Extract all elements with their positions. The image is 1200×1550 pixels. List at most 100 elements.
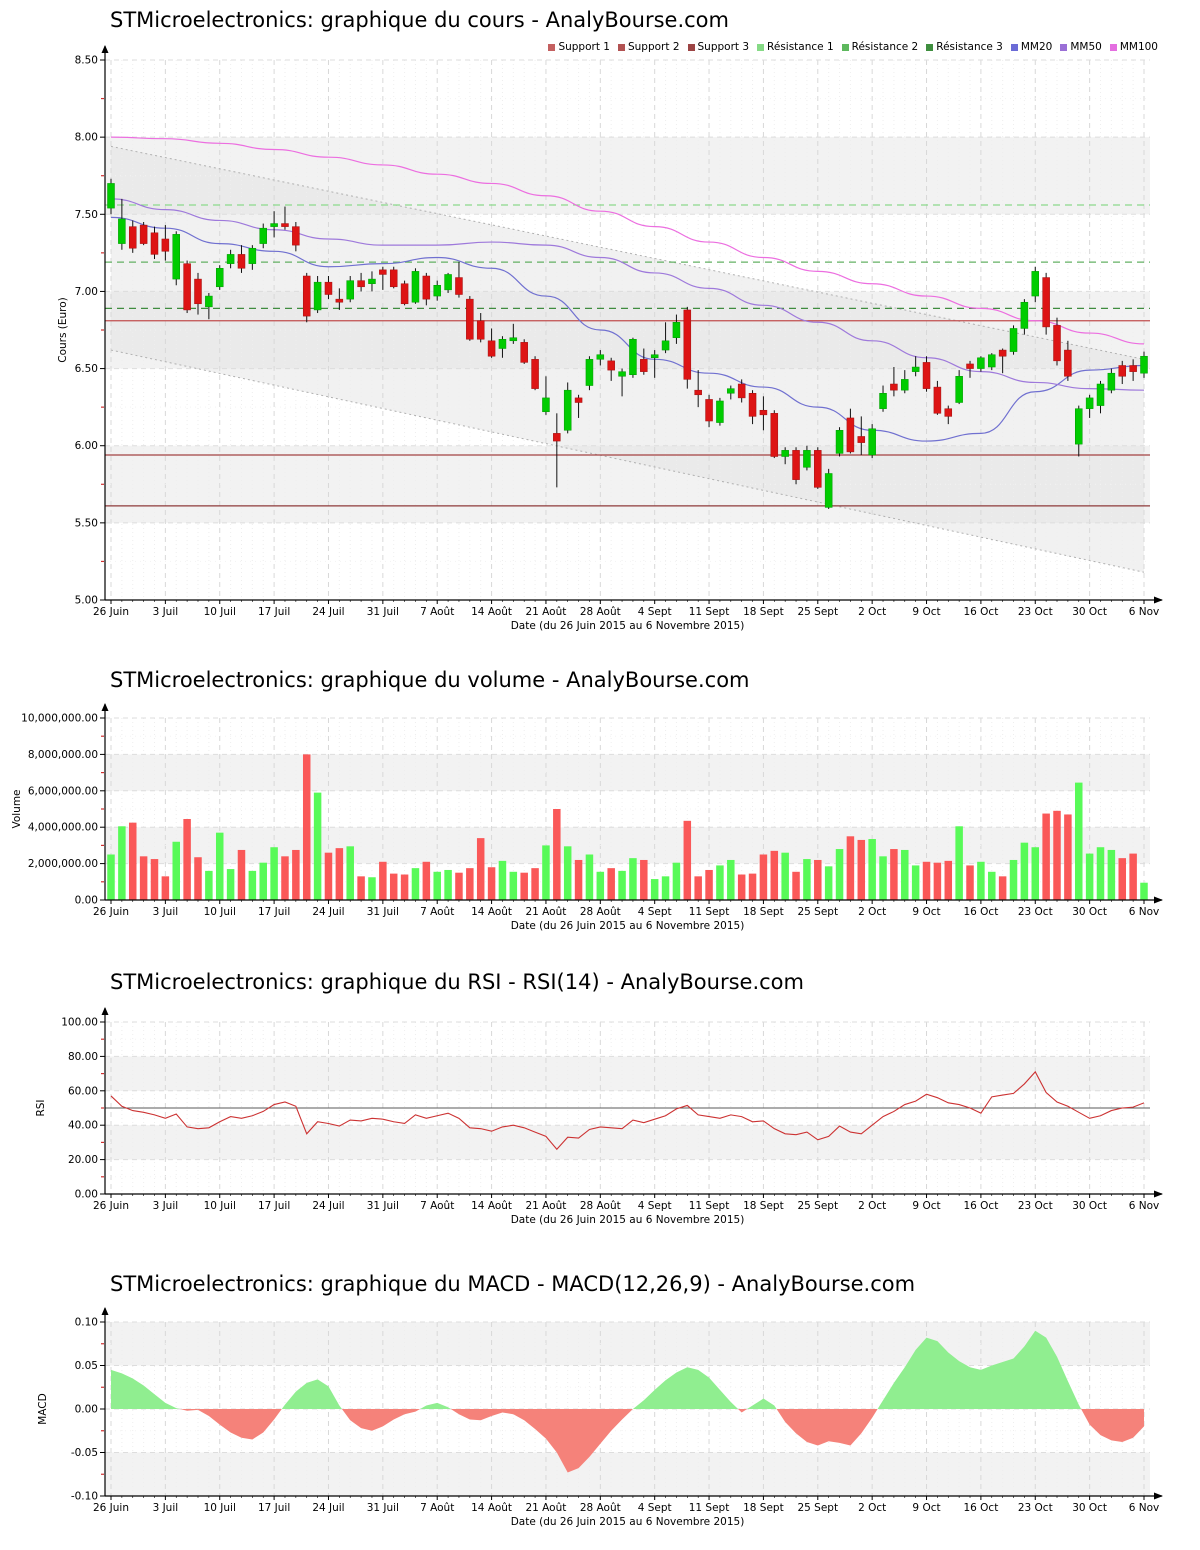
volume-bar bbox=[379, 861, 387, 900]
candle-body bbox=[400, 283, 409, 305]
plot-band bbox=[105, 1056, 1150, 1091]
candle-body bbox=[433, 285, 441, 297]
legend-label: MM100 bbox=[1119, 41, 1158, 53]
x-tick-label: 16 Oct bbox=[963, 606, 998, 618]
candle-body bbox=[1118, 365, 1127, 377]
x-tick-label: 23 Oct bbox=[1018, 906, 1053, 918]
candle-body bbox=[618, 371, 626, 377]
volume-bar bbox=[194, 857, 202, 900]
candle-body bbox=[118, 218, 126, 244]
y-tick-label: 5.00 bbox=[75, 595, 98, 607]
x-tick-label: 11 Sept bbox=[689, 606, 730, 618]
y-tick-label: -0.05 bbox=[71, 1447, 98, 1459]
candle-body bbox=[781, 450, 789, 457]
volume-bar bbox=[966, 865, 974, 900]
candle-body bbox=[955, 376, 963, 403]
volume-bar bbox=[531, 868, 539, 900]
candle-body bbox=[346, 280, 354, 300]
volume-bar bbox=[389, 873, 398, 900]
x-tick-label: 25 Sept bbox=[797, 1200, 838, 1212]
volume-bar bbox=[1064, 814, 1072, 900]
candle-body bbox=[215, 268, 224, 288]
x-axis-title: Date (du 26 Juin 2015 au 6 Novembre 2015… bbox=[511, 1516, 745, 1528]
y-axis-label: Cours (Euro) bbox=[57, 297, 69, 363]
candle-body bbox=[455, 277, 463, 295]
y-tick-label: 0.10 bbox=[75, 1317, 98, 1329]
x-axis-arrow-icon bbox=[1154, 1190, 1163, 1198]
volume-bar bbox=[118, 826, 126, 900]
volume-bar bbox=[944, 860, 953, 900]
x-tick-label: 3 Juil bbox=[153, 906, 179, 918]
volume-bar bbox=[335, 848, 344, 900]
volume-bar bbox=[879, 856, 887, 900]
volume-bar bbox=[694, 876, 702, 900]
ma-line-mm100 bbox=[110, 136, 1145, 345]
volume-bar bbox=[139, 856, 148, 900]
candle-body bbox=[1129, 365, 1137, 372]
candle-body bbox=[607, 360, 615, 371]
x-tick-label: 11 Sept bbox=[689, 1200, 730, 1212]
macd-area-negative bbox=[111, 1409, 1144, 1473]
volume-bar bbox=[553, 809, 561, 900]
y-tick-label: 0.00 bbox=[75, 895, 98, 907]
x-tick-label: 3 Juil bbox=[153, 1502, 179, 1514]
volume-bar bbox=[629, 858, 637, 900]
y-tick-label: 60.00 bbox=[68, 1085, 98, 1097]
y-tick-label: 2,000,000.00 bbox=[28, 858, 98, 870]
volume-bar bbox=[1129, 853, 1137, 900]
candle-body bbox=[1020, 301, 1029, 329]
candle-body bbox=[139, 224, 148, 244]
candle-body bbox=[107, 183, 115, 209]
legend-label: Support 1 bbox=[558, 41, 610, 53]
candle-body bbox=[313, 281, 322, 311]
candle-body bbox=[553, 433, 561, 442]
candle-body bbox=[650, 354, 659, 359]
candle-body bbox=[574, 397, 583, 403]
legend-swatch-icon bbox=[757, 43, 765, 51]
candle-body bbox=[596, 354, 605, 360]
volume-bar bbox=[324, 852, 333, 900]
x-tick-label: 10 Juil bbox=[204, 1502, 236, 1514]
volume-bar bbox=[128, 822, 137, 900]
legend-label: MM50 bbox=[1070, 41, 1102, 53]
candle-body bbox=[629, 339, 637, 375]
candle-body bbox=[563, 389, 572, 431]
x-tick-label: 7 Août bbox=[420, 906, 454, 918]
candle-body bbox=[150, 232, 159, 255]
candle-body bbox=[988, 354, 996, 368]
x-tick-label: 3 Juil bbox=[153, 1200, 179, 1212]
candle-body bbox=[705, 399, 713, 422]
legend-label: MM20 bbox=[1020, 41, 1053, 53]
legend-swatch-icon bbox=[1010, 43, 1018, 51]
volume-bar bbox=[1042, 813, 1050, 900]
x-axis-title: Date (du 26 Juin 2015 au 6 Novembre 2015… bbox=[511, 1214, 745, 1226]
legend-swatch-icon bbox=[617, 43, 625, 51]
x-tick-label: 26 Juin bbox=[93, 606, 129, 618]
volume-bar bbox=[901, 849, 909, 900]
candle-body bbox=[226, 254, 235, 264]
y-tick-label: 40.00 bbox=[68, 1120, 98, 1132]
x-tick-label: 17 Juil bbox=[258, 1200, 290, 1212]
volume-bar bbox=[1118, 858, 1127, 900]
candle-body bbox=[922, 362, 931, 389]
volume-bar bbox=[487, 867, 496, 900]
x-tick-label: 24 Juil bbox=[312, 906, 344, 918]
macd-area-positive bbox=[111, 1330, 1144, 1409]
candle-body bbox=[901, 379, 909, 391]
trend-channel-lower bbox=[110, 349, 1145, 573]
volume-bar bbox=[640, 859, 648, 900]
y-tick-label: 4,000,000.00 bbox=[28, 822, 98, 834]
legend-swatch-icon bbox=[926, 43, 934, 51]
x-tick-label: 6 Nov bbox=[1129, 1502, 1160, 1514]
trend-channel-upper bbox=[110, 145, 1145, 360]
y-axis-arrow-icon bbox=[101, 45, 109, 53]
volume-bar bbox=[411, 868, 420, 900]
candle-body bbox=[1107, 372, 1116, 391]
x-tick-label: 4 Sept bbox=[638, 1200, 672, 1212]
candle-body bbox=[466, 298, 474, 340]
candle-body bbox=[824, 473, 833, 508]
legend-label: Support 3 bbox=[697, 41, 750, 53]
